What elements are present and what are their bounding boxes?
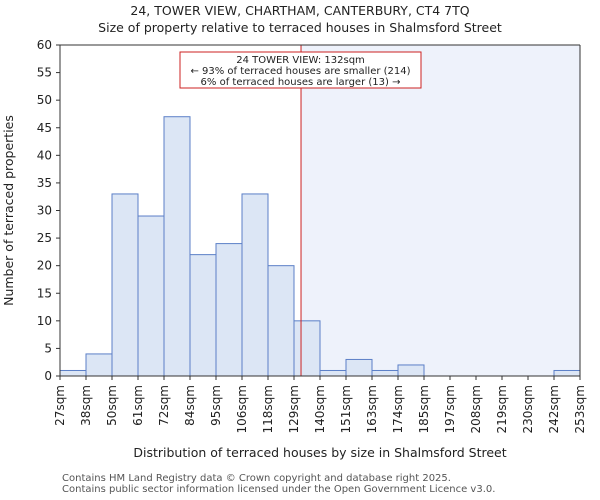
y-tick-label: 40: [37, 148, 52, 162]
y-tick-label: 55: [37, 66, 52, 80]
annotation-box: [179, 51, 422, 89]
x-tick-label: 50sqm: [105, 385, 119, 426]
histogram-bar: [397, 364, 425, 377]
x-tick-label: 140sqm: [313, 385, 327, 433]
x-tick-label: 253sqm: [573, 385, 587, 433]
y-tick-label: 60: [37, 38, 52, 52]
x-tick-label: 72sqm: [157, 385, 171, 426]
annotation-line-3: 6% of terraced houses are larger (13) →: [201, 77, 401, 88]
x-tick-label: 219sqm: [495, 385, 509, 433]
x-tick-label: 151sqm: [339, 385, 353, 433]
y-tick-label: 15: [37, 286, 52, 300]
histogram-bar: [371, 369, 399, 377]
x-tick-label: 185sqm: [417, 385, 431, 433]
footer-line-2: Contains public sector information licen…: [62, 484, 496, 495]
y-tick-label: 25: [37, 231, 52, 245]
histogram-bar: [111, 193, 139, 377]
histogram-bar: [553, 369, 581, 377]
histogram-bar: [293, 320, 321, 377]
larger-region-shade: [301, 45, 580, 376]
x-tick-label: 129sqm: [287, 385, 301, 433]
x-tick-label: 38sqm: [79, 385, 93, 426]
histogram-bar: [319, 369, 347, 377]
x-tick-label: 174sqm: [391, 385, 405, 433]
chart-subtitle: Size of property relative to terraced ho…: [98, 20, 502, 35]
y-tick-label: 5: [44, 341, 52, 355]
annotation-line-1: 24 TOWER VIEW: 132sqm: [236, 55, 365, 66]
histogram-bar: [189, 254, 217, 377]
y-tick-label: 20: [37, 259, 52, 273]
histogram-bar: [345, 358, 373, 377]
y-tick-label: 10: [37, 314, 52, 328]
x-tick-label: 118sqm: [261, 385, 275, 433]
x-tick-label: 242sqm: [547, 385, 561, 433]
histogram-bar: [241, 193, 269, 377]
histogram-bar: [267, 265, 295, 377]
chart-title-block: 24, TOWER VIEW, CHARTHAM, CANTERBURY, CT…: [0, 2, 600, 36]
histogram-bar: [215, 243, 243, 377]
histogram-bar: [59, 369, 87, 377]
chart-title: 24, TOWER VIEW, CHARTHAM, CANTERBURY, CT…: [130, 3, 470, 18]
x-tick-label: 230sqm: [521, 385, 535, 433]
y-tick-label: 0: [44, 369, 52, 383]
x-tick-label: 27sqm: [53, 385, 67, 426]
x-tick-label: 61sqm: [131, 385, 145, 426]
x-tick-label: 84sqm: [183, 385, 197, 426]
x-tick-label: 106sqm: [235, 385, 249, 433]
x-tick-label: 197sqm: [443, 385, 457, 433]
y-tick-label: 35: [37, 176, 52, 190]
x-tick-label: 95sqm: [209, 385, 223, 426]
histogram-bar: [137, 215, 165, 377]
y-tick-label: 45: [37, 121, 52, 135]
histogram-bar: [85, 353, 113, 377]
footer-line-1: Contains HM Land Registry data © Crown c…: [62, 473, 451, 484]
histogram-bar: [163, 116, 191, 377]
annotation-line-2: ← 93% of terraced houses are smaller (21…: [190, 66, 410, 77]
x-axis-title: Distribution of terraced houses by size …: [133, 445, 506, 460]
x-tick-label: 163sqm: [365, 385, 379, 433]
y-axis-title: Number of terraced properties: [1, 115, 16, 306]
y-tick-label: 30: [37, 204, 52, 218]
y-tick-label: 50: [37, 93, 52, 107]
x-tick-label: 208sqm: [469, 385, 483, 433]
